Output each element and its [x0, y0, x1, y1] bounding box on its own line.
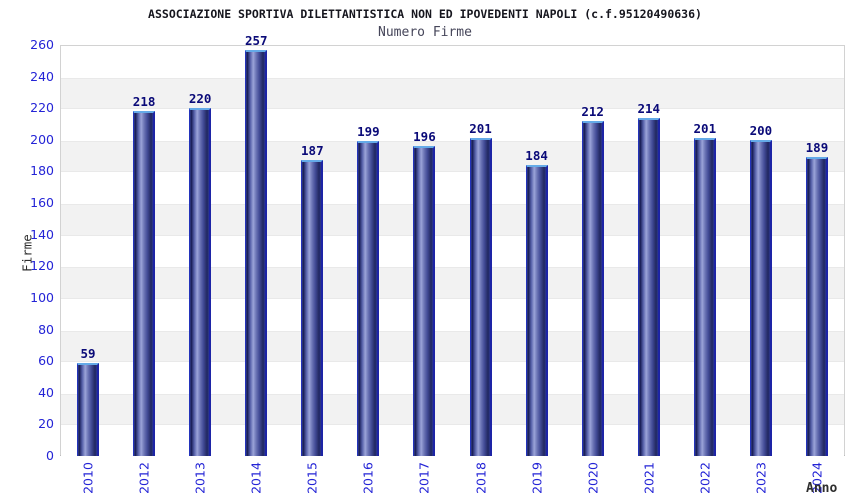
grid-band	[61, 77, 844, 110]
y-tick-label: 160	[30, 195, 54, 211]
x-tick-label: 2017	[416, 462, 432, 494]
grid-band	[61, 46, 844, 78]
bar-value-label: 184	[525, 148, 548, 163]
plot-area	[60, 45, 845, 457]
bar-2013	[189, 108, 212, 456]
grid-band	[61, 298, 844, 331]
x-tick-label: 2020	[585, 462, 601, 494]
bar-2021	[637, 118, 660, 456]
y-tick-label: 40	[38, 384, 54, 400]
bar-value-label: 201	[469, 121, 492, 136]
grid-band	[61, 235, 844, 268]
bar-2015	[301, 160, 324, 456]
bar-value-label: 257	[244, 33, 268, 48]
bar-2018	[469, 138, 492, 456]
chart-subtitle: Numero Firme	[378, 25, 472, 40]
bar-value-label: 189	[805, 140, 829, 155]
y-tick-label: 20	[38, 416, 54, 432]
bar-2020	[581, 121, 604, 456]
chart-title: ASSOCIAZIONE SPORTIVA DILETTANTISTICA NO…	[148, 7, 702, 21]
bar-2012	[133, 111, 156, 456]
grid-band	[61, 140, 844, 173]
y-tick-label: 220	[30, 100, 54, 116]
y-tick-label: 200	[30, 131, 54, 147]
bar-2017	[413, 146, 436, 456]
bar-2016	[357, 141, 380, 456]
bar-2019	[525, 165, 548, 456]
x-tick-label: 2014	[248, 462, 264, 494]
x-axis-title: Anno	[806, 481, 838, 496]
bar-value-label: 218	[132, 94, 156, 109]
grid-band	[61, 362, 844, 394]
grid-band	[61, 330, 844, 363]
grid-band	[61, 172, 844, 205]
bar-2023	[749, 140, 772, 456]
bar-2024	[805, 157, 828, 456]
bar-2014	[245, 50, 268, 456]
y-tick-label: 180	[30, 163, 54, 179]
x-tick-label: 2016	[360, 462, 376, 494]
x-tick-label: 2015	[304, 462, 320, 494]
y-tick-label: 140	[30, 226, 54, 242]
y-tick-label: 80	[38, 321, 54, 337]
bar-value-label: 196	[413, 129, 436, 144]
bar-value-label: 199	[357, 124, 380, 139]
bar-value-label: 220	[188, 91, 212, 106]
bar-value-label: 214	[637, 101, 661, 116]
y-tick-label: 100	[30, 289, 54, 305]
y-tick-label: 260	[30, 37, 54, 52]
grid-band	[61, 204, 844, 236]
y-tick-label: 120	[30, 258, 54, 274]
bar-value-label: 212	[581, 104, 604, 119]
bar-value-label: 59	[80, 346, 96, 361]
bar-value-label: 201	[693, 121, 717, 136]
x-tick-label: 2022	[697, 462, 713, 494]
bar-2010	[77, 363, 100, 456]
x-tick-label: 2021	[641, 462, 657, 494]
y-tick-label: 240	[30, 68, 54, 84]
x-tick-label: 2012	[136, 462, 152, 494]
x-tick-label: 2019	[529, 462, 545, 494]
grid-band	[61, 425, 844, 457]
x-tick-label: 2013	[192, 462, 208, 494]
y-axis-title: Firme	[19, 234, 35, 272]
bar-value-label: 187	[301, 143, 324, 158]
x-tick-label: 2010	[80, 462, 96, 494]
x-tick-label: 2023	[753, 462, 769, 494]
x-tick-label: 2018	[473, 462, 489, 494]
grid-band	[61, 393, 844, 426]
y-tick-label: 0	[46, 448, 54, 463]
bar-value-label: 200	[749, 123, 773, 138]
bar-2022	[693, 138, 716, 456]
y-tick-label: 60	[38, 353, 54, 369]
grid-band	[61, 267, 844, 299]
